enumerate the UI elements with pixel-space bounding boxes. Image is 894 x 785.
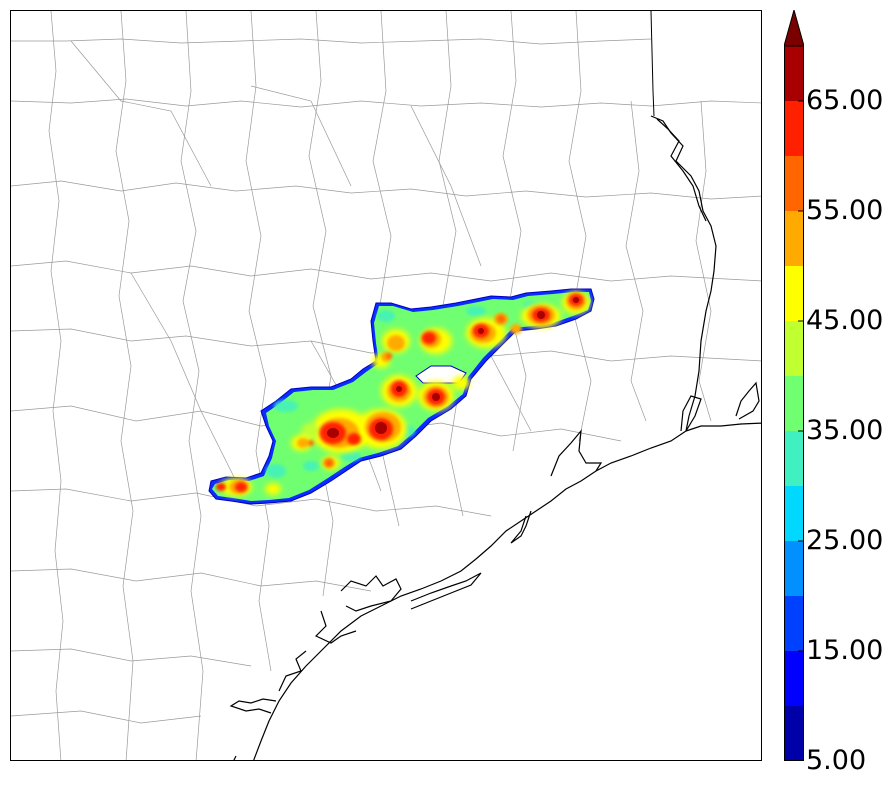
- state-boundary: [650, 11, 655, 117]
- colorbar-band: [784, 46, 804, 101]
- precip-cells: [216, 292, 590, 496]
- colorbar-outline: [784, 45, 804, 761]
- precip-field: [208, 288, 595, 505]
- colorbar-tick-label: 55.00: [806, 195, 884, 226]
- colorbar-band: [784, 596, 804, 651]
- colorbar-band: [784, 706, 804, 761]
- map-canvas: [11, 11, 761, 760]
- colorbar-tick-label: 25.00: [806, 525, 884, 556]
- colorbar-band: [784, 486, 804, 541]
- colorbar-extend-arrow: [784, 10, 804, 47]
- colorbar: [784, 10, 804, 761]
- colorbar-band: [784, 101, 804, 156]
- colorbar-tick-label: 45.00: [806, 305, 884, 336]
- map-panel: [10, 10, 762, 761]
- colorbar-band: [784, 211, 804, 266]
- colorbar-band: [784, 321, 804, 376]
- coastline: [229, 115, 761, 760]
- colorbar-tick-label: 65.00: [806, 85, 884, 116]
- colorbar-tick-label: 5.00: [806, 745, 867, 776]
- colorbar-band: [784, 376, 804, 431]
- colorbar-tick-label: 35.00: [806, 415, 884, 446]
- colorbar-band: [784, 266, 804, 321]
- colorbar-bands: [784, 10, 804, 761]
- colorbar-band: [784, 156, 804, 211]
- colorbar-tick-label: 15.00: [806, 635, 884, 666]
- colorbar-band: [784, 651, 804, 706]
- colorbar-band: [784, 541, 804, 596]
- county-boundaries: [11, 11, 761, 760]
- colorbar-band: [784, 431, 804, 486]
